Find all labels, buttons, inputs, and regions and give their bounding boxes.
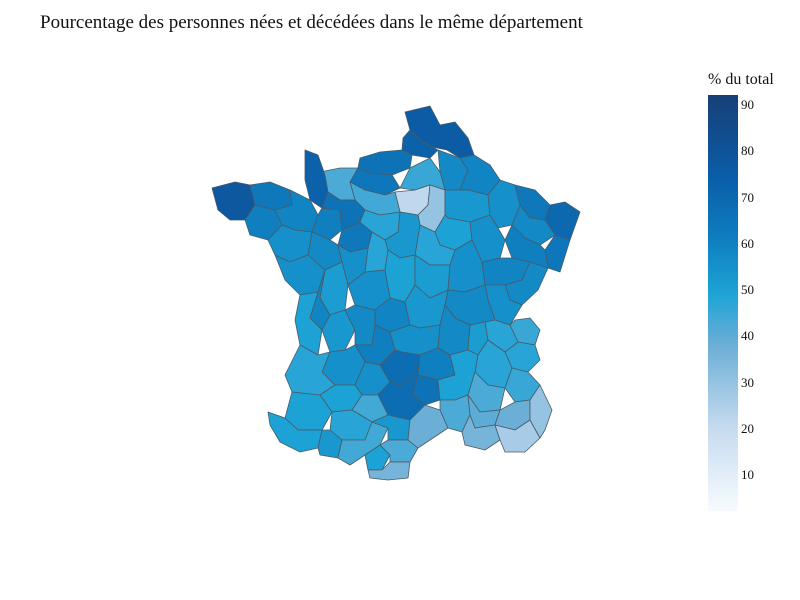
region-aude[interactable] [379,439,419,463]
colorbar-tick-label: 40 [741,328,754,344]
colorbar-tick-label: 20 [741,420,754,436]
region-haut-rhin[interactable] [544,234,571,273]
colorbar-tick-label: 90 [741,97,754,113]
chart-title: Pourcentage des personnes nées et décédé… [40,12,583,33]
colorbar-tick-label: 60 [741,235,754,251]
colorbar-tick-label: 70 [741,189,754,205]
colorbar [708,95,738,511]
colorbar-tick-label: 30 [741,374,754,390]
region-ariege[interactable] [364,444,391,471]
colorbar-tick-label: 10 [741,467,754,483]
colorbar-tick-label: 50 [741,282,754,298]
colorbar-title: % du total [708,71,774,88]
region-pyrenees-orientales[interactable] [367,461,411,481]
region-alpes-maritimes[interactable] [529,384,553,439]
colorbar-tick-label: 80 [741,143,754,159]
region-charente-maritime[interactable] [294,291,323,356]
